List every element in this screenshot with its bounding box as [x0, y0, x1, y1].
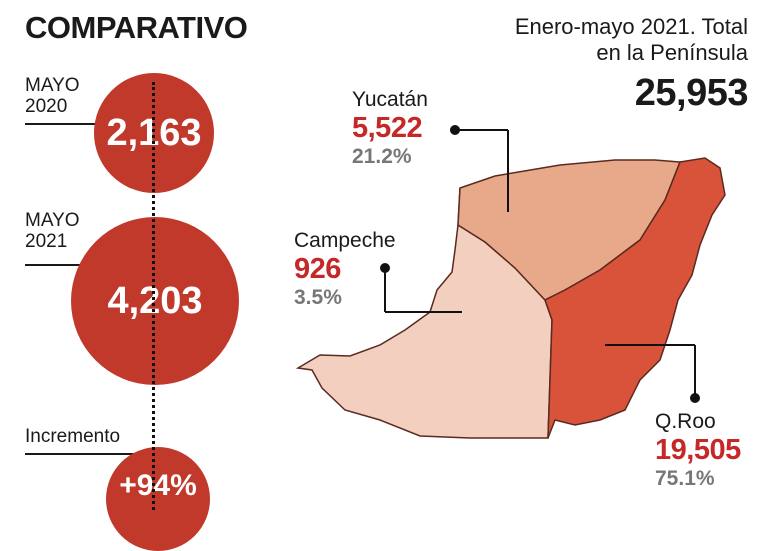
- summary-line-1: Enero-mayo 2021. Total: [514, 14, 748, 39]
- page-title: COMPARATIVO: [25, 10, 248, 45]
- yucatan-pct: 21.2%: [352, 145, 412, 168]
- yucatan-value: 5,522: [352, 112, 423, 144]
- qroo-label: Q.Roo 19,505 75.1%: [655, 410, 741, 491]
- yucatan-label: Yucatán 5,522 21.2%: [352, 88, 428, 169]
- may-2020-label-year: 2020: [25, 96, 68, 117]
- may-2020-label-month: MAYO: [25, 75, 80, 96]
- campeche-value: 926: [294, 253, 341, 285]
- qroo-value: 19,505: [655, 434, 741, 466]
- may-2021-value: 4,203: [107, 279, 203, 322]
- may-2021-label: MAYO 2021: [25, 210, 80, 252]
- qroo-name: Q.Roo: [655, 410, 716, 433]
- campeche-leader-dot: [380, 263, 390, 273]
- summary-total: 25,953: [634, 72, 749, 114]
- peninsula-map: [295, 125, 726, 439]
- summary-caption: Enero-mayo 2021. Total en la Península: [515, 14, 748, 66]
- qroo-leader-dot: [690, 393, 700, 403]
- campeche-pct: 3.5%: [294, 286, 342, 309]
- increase-value: +94%: [119, 469, 197, 502]
- may-2021-rule: [25, 264, 80, 266]
- may-2020-rule: [25, 123, 103, 125]
- increase-label: Incremento: [25, 426, 121, 447]
- campeche-label: Campeche 926 3.5%: [294, 229, 396, 310]
- yucatan-leader-dot: [450, 125, 460, 135]
- yucatan-name: Yucatán: [352, 88, 428, 111]
- qroo-pct: 75.1%: [655, 467, 715, 490]
- campeche-name: Campeche: [294, 229, 396, 252]
- increase-rule: [25, 453, 145, 455]
- may-2020-label: MAYO 2020: [25, 75, 80, 117]
- map-region-qroo: [544, 157, 726, 439]
- may-2021-circle: 4,203: [71, 217, 239, 385]
- may-2021-label-month: MAYO: [25, 210, 80, 231]
- dotted-axis: [152, 82, 155, 510]
- may-2021-label-year: 2021: [25, 231, 68, 252]
- summary-line-2: en la Península: [596, 40, 748, 65]
